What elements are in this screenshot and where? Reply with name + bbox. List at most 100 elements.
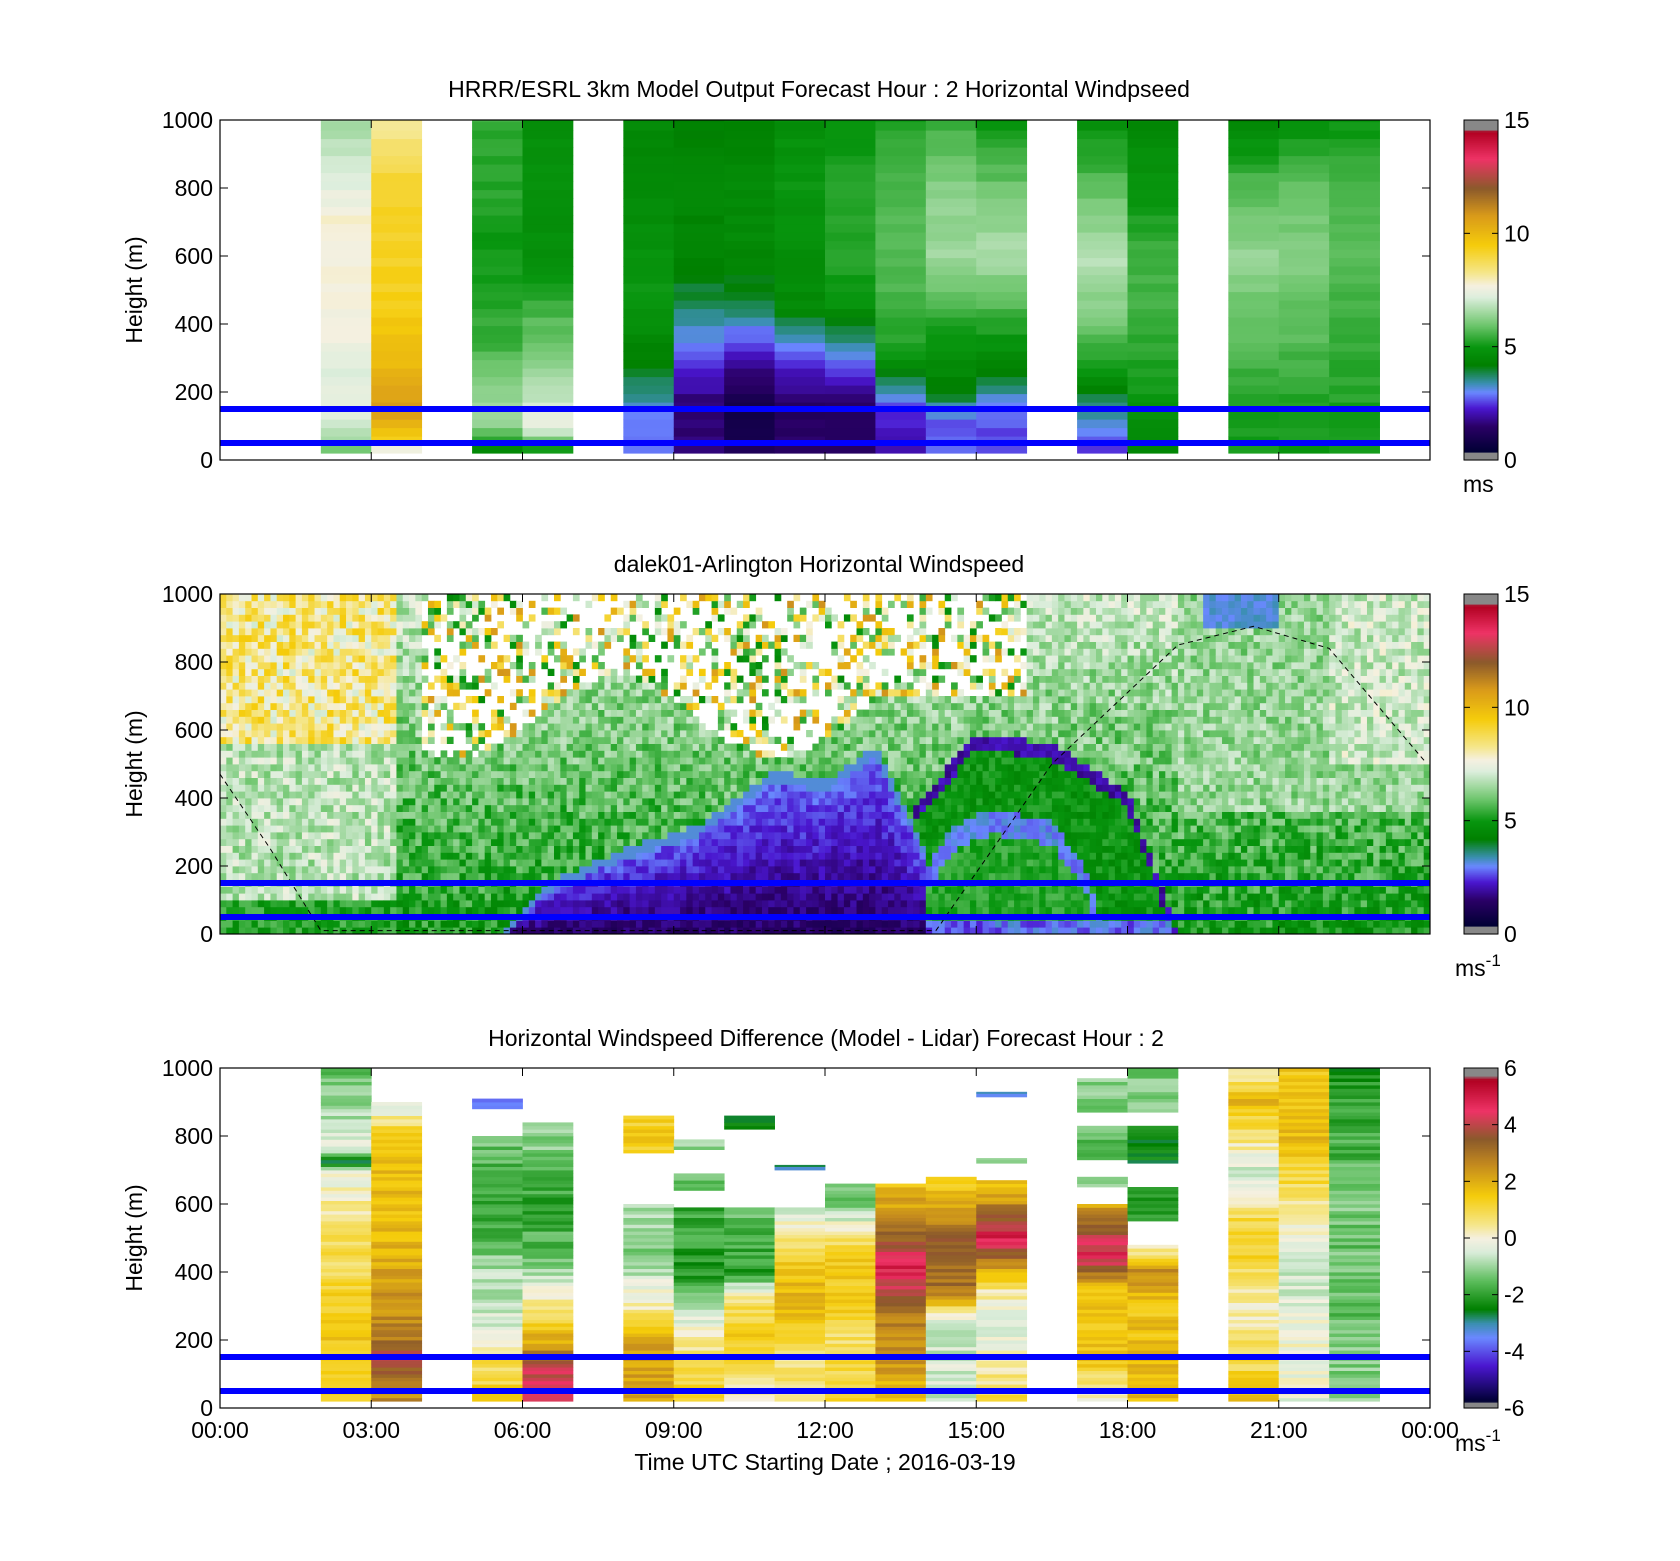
lidar-cell [339,798,347,806]
lidar-cell [522,832,530,840]
lidar-cell [768,825,775,833]
lidar-cell [421,906,429,914]
model-cell [1127,317,1179,327]
model-cell [1127,368,1179,378]
model-cell [1228,164,1280,174]
lidar-cell [566,804,574,812]
model-cell [875,223,927,233]
lidar-cell [774,893,782,901]
lidar-cell [768,764,775,772]
lidar-cell [686,866,694,874]
lidar-cell [264,648,271,656]
lidar-cell [516,764,523,772]
lidar-cell [402,668,410,676]
lidar-cell [226,791,234,799]
lidar-cell [327,859,334,867]
model-cell [623,130,675,140]
lidar-cell [245,866,252,874]
lidar-cell [459,866,467,874]
lidar-cell [415,927,423,935]
model-cell [724,444,775,454]
model-cell [1228,240,1280,250]
lidar-cell [629,804,637,812]
lidar-cell [257,825,265,833]
lidar-cell [226,838,234,846]
lidar-cell [680,709,687,717]
lidar-cell [446,804,454,812]
lidar-cell [591,832,599,840]
lidar-cell [692,777,700,785]
lidar-cell [528,804,536,812]
model-cell [825,189,876,199]
lidar-cell [667,845,675,853]
lidar-cell [371,696,378,704]
lidar-cell [692,838,700,846]
lidar-cell [358,702,366,710]
lidar-cell [251,743,259,751]
lidar-cell [251,696,259,704]
lidar-cell [472,607,479,615]
lidar-cell [308,927,315,935]
lidar-cell [635,906,643,914]
lidar-cell [799,798,807,806]
lidar-cell [333,811,341,819]
lidar-cell [717,757,725,765]
lidar-cell [806,750,813,758]
lidar-cell [717,838,725,846]
lidar-cell [402,594,410,602]
lidar-cell [736,621,744,629]
lidar-cell [717,784,725,792]
lidar-cell [402,804,410,812]
lidar-cell [251,634,259,642]
lidar-cell [535,886,542,894]
lidar-cell [346,702,353,710]
model-cell [320,189,372,199]
lidar-cell [276,709,284,717]
lidar-cell [516,845,523,853]
lidar-cell [635,730,643,738]
lidar-cell [220,859,227,867]
lidar-cell [465,811,473,819]
lidar-cell [541,770,549,778]
lidar-cell [503,825,511,833]
lidar-cell [566,655,574,663]
lidar-cell [289,811,297,819]
model-cell [320,385,372,395]
model-cell [320,427,372,437]
lidar-cell [541,607,549,615]
lidar-cell [320,859,328,867]
lidar-cell [698,859,706,867]
lidar-cell [459,600,467,608]
lidar-cell [667,791,675,799]
lidar-cell [497,764,504,772]
model-cell [875,393,927,403]
lidar-cell [547,628,555,636]
lidar-cell [446,757,454,765]
lidar-cell [717,893,725,901]
lidar-cell [730,784,738,792]
lidar-cell [289,764,297,772]
lidar-cell [705,900,712,908]
lidar-cell [283,723,290,731]
lidar-cell [301,614,309,622]
lidar-cell [623,866,631,874]
lidar-cell [333,757,341,765]
lidar-cell [352,634,360,642]
lidar-cell [793,757,801,765]
lidar-cell [787,832,794,840]
model-cell [1329,206,1380,216]
lidar-cell [623,818,631,826]
lidar-cell [453,764,460,772]
lidar-cell [490,927,498,935]
lidar-cell [717,702,725,710]
lidar-cell [560,845,568,853]
lidar-cell [705,872,712,880]
lidar-cell [566,866,574,874]
lidar-cell [535,784,542,792]
lidar-cell [220,628,227,636]
lidar-cell [541,764,549,772]
model-cell [522,300,574,310]
model-cell [1278,274,1330,284]
lidar-cell [333,682,341,690]
lidar-cell [490,628,498,636]
